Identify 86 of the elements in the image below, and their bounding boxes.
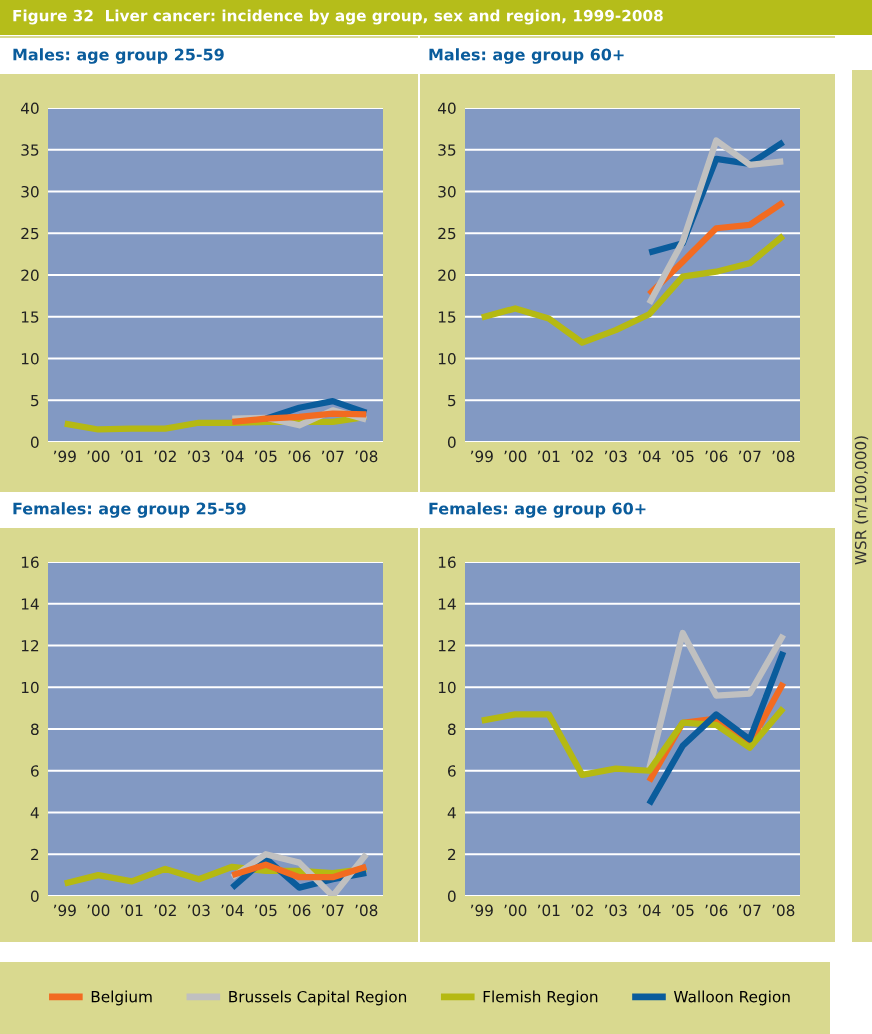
x-tick-label: ’06: [705, 450, 728, 463]
x-tick-label: ’01: [537, 904, 560, 917]
x-tick-label: ’08: [355, 904, 378, 917]
x-tick-label: ’00: [87, 450, 110, 463]
y-tick-label: 5: [448, 394, 456, 407]
y-tick-label: 0: [30, 890, 39, 903]
y-tick-label: 0: [447, 436, 456, 449]
x-tick-label: ’05: [671, 904, 694, 917]
y-tick-label: 15: [438, 311, 456, 323]
x-tick-label: ’05: [671, 450, 694, 463]
x-tick-label: ’03: [187, 904, 210, 917]
x-tick-label: ’01: [537, 450, 560, 463]
x-tick-label: ’04: [221, 904, 244, 917]
x-tick-label: ’03: [187, 450, 210, 463]
y-tick-label: 10: [21, 681, 39, 694]
legend-label: Brussels Capital Region: [229, 990, 407, 1006]
y-tick-label: 10: [438, 352, 456, 365]
y-tick-label: 12: [438, 639, 456, 652]
x-tick-label: ’99: [53, 904, 76, 917]
y-tick-label: 4: [30, 807, 39, 819]
x-tick-label: ’02: [571, 904, 593, 917]
x-tick-label: ’08: [355, 450, 378, 463]
y-tick-label: 0: [447, 890, 456, 903]
y-tick-label: 2: [448, 848, 456, 861]
x-tick-label: ’01: [120, 904, 143, 917]
legend-label: Belgium: [91, 990, 152, 1006]
y-tick-label: 20: [438, 269, 456, 282]
x-tick-label: ’02: [571, 450, 593, 463]
x-tick-label: ’04: [638, 450, 661, 463]
y-tick-label: 40: [20, 102, 39, 115]
x-tick-label: ’07: [738, 450, 761, 463]
x-tick-label: ’07: [321, 450, 344, 463]
y-tick-label: 8: [30, 723, 39, 736]
x-tick-label: ’08: [772, 450, 795, 463]
x-tick-label: ’03: [604, 904, 627, 917]
x-tick-label: ’99: [53, 450, 76, 463]
y-tick-label: 8: [447, 723, 456, 736]
chart-title: Females: age group 25-59: [13, 502, 246, 518]
x-tick-label: ’99: [470, 450, 493, 463]
y-tick-label: 14: [21, 598, 39, 610]
chart-title: Females: age group 60+: [429, 502, 646, 518]
y-tick-label: 10: [438, 681, 456, 694]
x-tick-label: ’04: [638, 904, 661, 917]
x-tick-label: ’08: [772, 904, 795, 917]
x-tick-label: ’05: [254, 450, 277, 463]
y-tick-label: 16: [21, 556, 39, 569]
x-tick-label: ’06: [288, 904, 311, 917]
legend-label: Walloon Region: [673, 990, 790, 1006]
y-axis-title: WSR (n/100,000): [854, 436, 869, 565]
chart-title: Males: age group 60+: [429, 48, 624, 64]
x-tick-label: ’02: [154, 450, 176, 463]
y-tick-label: 4: [447, 807, 456, 819]
x-tick-label: ’02: [154, 904, 176, 917]
y-tick-label: 35: [21, 144, 39, 156]
y-tick-label: 12: [21, 639, 39, 652]
y-tick-label: 15: [21, 311, 39, 323]
y-tick-label: 25: [438, 227, 456, 240]
y-tick-label: 20: [21, 269, 39, 282]
x-tick-label: ’07: [738, 904, 761, 917]
y-tick-label: 40: [437, 102, 456, 115]
y-tick-label: 14: [438, 598, 456, 610]
y-tick-label: 30: [438, 185, 456, 198]
x-tick-label: ’06: [705, 904, 728, 917]
x-tick-label: ’03: [604, 450, 627, 463]
x-tick-label: ’04: [221, 450, 244, 463]
x-tick-label: ’01: [120, 450, 143, 463]
x-tick-label: ’07: [321, 904, 344, 917]
legend-label: Flemish Region: [483, 990, 598, 1006]
y-tick-label: 25: [21, 227, 39, 240]
y-tick-label: 5: [31, 394, 39, 407]
y-tick-label: 0: [30, 436, 39, 449]
chart-title: Males: age group 25-59: [13, 48, 224, 64]
x-tick-label: ’00: [504, 904, 527, 917]
caption: Figure 32 Liver cancer: incidence by age group, sex and region, 1999-2008: [13, 9, 663, 25]
x-tick-label: ’00: [504, 450, 527, 463]
x-tick-label: ’99: [470, 904, 493, 917]
x-tick-label: ’05: [254, 904, 277, 917]
x-tick-label: ’06: [288, 450, 311, 463]
y-tick-label: 30: [21, 185, 39, 198]
y-tick-label: 35: [438, 144, 456, 156]
y-tick-label: 6: [448, 765, 456, 777]
x-tick-label: ’00: [87, 904, 110, 917]
y-tick-label: 2: [31, 848, 39, 861]
y-tick-label: 16: [438, 556, 456, 569]
y-tick-label: 10: [21, 352, 39, 365]
y-tick-label: 6: [31, 765, 39, 777]
